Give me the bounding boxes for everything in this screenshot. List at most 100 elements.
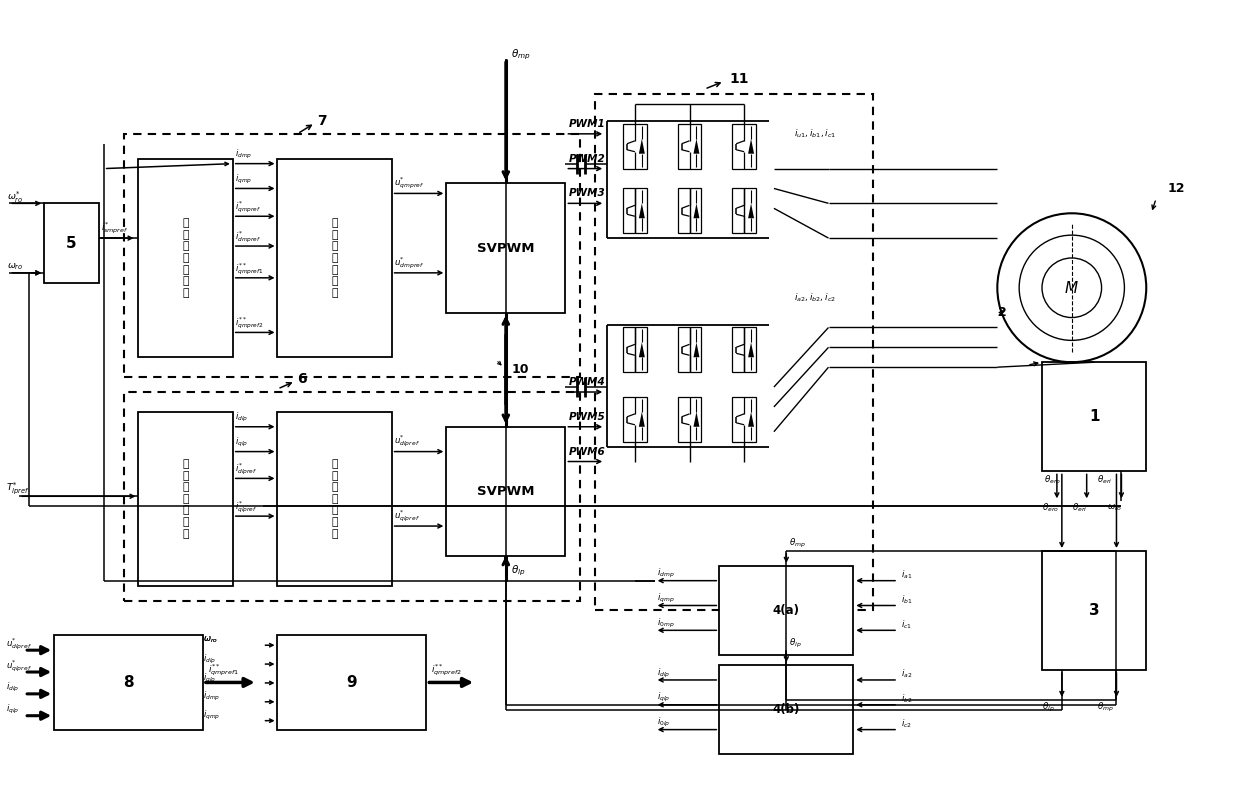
Polygon shape xyxy=(639,412,645,427)
Text: SVPWM: SVPWM xyxy=(477,242,534,254)
Text: $\theta_{ero}$: $\theta_{ero}$ xyxy=(1042,502,1059,515)
Text: $u_{qlpref}^{*}$: $u_{qlpref}^{*}$ xyxy=(393,508,419,524)
Text: $i_{qlp}$: $i_{qlp}$ xyxy=(6,704,20,716)
Bar xyxy=(719,566,853,655)
Bar xyxy=(595,94,873,611)
Text: $i_{0mp}$: $i_{0mp}$ xyxy=(657,617,675,630)
Text: $i_{smpref}^{*}$: $i_{smpref}^{*}$ xyxy=(100,220,128,236)
Text: $\omega_{ro}$: $\omega_{ro}$ xyxy=(7,261,24,272)
Text: $\omega_{ro}$: $\omega_{ro}$ xyxy=(203,635,218,645)
Text: 多
极
电
流
控
制
器: 多 极 电 流 控 制 器 xyxy=(331,218,337,297)
Text: 少
极
电
流
分
配
器: 少 极 电 流 分 配 器 xyxy=(182,459,188,538)
Text: $i_{dlp}$: $i_{dlp}$ xyxy=(657,667,670,679)
Text: PWM2: PWM2 xyxy=(568,153,605,164)
Text: $i_{dmp}$: $i_{dmp}$ xyxy=(234,148,252,161)
Text: $i_{qmpref}^{*}$: $i_{qmpref}^{*}$ xyxy=(234,200,262,215)
Bar xyxy=(124,134,580,377)
Text: $i_{qmp}$: $i_{qmp}$ xyxy=(203,709,221,722)
Text: 3: 3 xyxy=(1089,603,1100,618)
Text: $i_{a1}$: $i_{a1}$ xyxy=(901,568,913,581)
Text: $i_{a2}$: $i_{a2}$ xyxy=(901,667,913,680)
Text: $i_{a2},i_{b2},i_{c2}$: $i_{a2},i_{b2},i_{c2}$ xyxy=(794,291,836,304)
Polygon shape xyxy=(748,203,754,218)
Bar xyxy=(622,327,647,372)
Text: $M$: $M$ xyxy=(1064,279,1079,296)
Text: $i_{dmpref}^{*}$: $i_{dmpref}^{*}$ xyxy=(234,229,262,245)
Text: $\theta_{eri}$: $\theta_{eri}$ xyxy=(1096,473,1112,486)
Text: $i_{dlp}$: $i_{dlp}$ xyxy=(6,682,20,694)
Text: 4(a): 4(a) xyxy=(773,604,800,617)
Text: 9: 9 xyxy=(347,675,357,690)
Text: $\omega_{ro}^{*}$: $\omega_{ro}^{*}$ xyxy=(7,190,24,205)
Text: $i_{c1}$: $i_{c1}$ xyxy=(901,618,911,630)
Bar xyxy=(677,188,702,233)
Text: $i_{dmp}$: $i_{dmp}$ xyxy=(657,567,675,580)
Text: $i_{qmp}$: $i_{qmp}$ xyxy=(234,173,252,186)
Polygon shape xyxy=(639,139,645,153)
Bar xyxy=(732,327,756,372)
Bar xyxy=(677,327,702,372)
Text: $i_{qmp}$: $i_{qmp}$ xyxy=(657,592,675,605)
Bar xyxy=(677,397,702,442)
Bar xyxy=(446,183,565,312)
Polygon shape xyxy=(639,203,645,218)
Text: $i_{dlpref}^{*}$: $i_{dlpref}^{*}$ xyxy=(234,462,257,477)
Polygon shape xyxy=(693,139,699,153)
Polygon shape xyxy=(748,342,754,357)
Text: PWM4: PWM4 xyxy=(568,377,605,387)
Bar xyxy=(1042,362,1146,471)
Text: SVPWM: SVPWM xyxy=(477,485,534,498)
Text: $i_{b2}$: $i_{b2}$ xyxy=(901,693,913,705)
Polygon shape xyxy=(639,342,645,357)
Bar xyxy=(732,124,756,168)
Bar xyxy=(622,188,647,233)
Text: PWM1: PWM1 xyxy=(568,119,605,129)
Text: $u_{dlpref}^{*}$: $u_{dlpref}^{*}$ xyxy=(6,637,32,652)
Text: $\omega_{ro}$: $\omega_{ro}$ xyxy=(203,635,218,645)
Text: 少
极
电
流
控
制
器: 少 极 电 流 控 制 器 xyxy=(331,459,337,538)
Text: PWM6: PWM6 xyxy=(568,446,605,456)
Bar xyxy=(278,412,392,586)
Text: 2: 2 xyxy=(998,306,1007,319)
Text: $\theta_{mp}$: $\theta_{mp}$ xyxy=(1096,701,1114,715)
Text: $\theta_{lp}$: $\theta_{lp}$ xyxy=(511,563,526,578)
Text: 1: 1 xyxy=(1089,409,1100,424)
Text: PWM3: PWM3 xyxy=(568,188,605,198)
Text: $u_{qlpref}^{*}$: $u_{qlpref}^{*}$ xyxy=(6,658,32,674)
Text: $i_{0lp}$: $i_{0lp}$ xyxy=(657,716,670,730)
Text: 6: 6 xyxy=(298,372,308,386)
Text: $i_{dlp}$: $i_{dlp}$ xyxy=(234,412,248,424)
Polygon shape xyxy=(693,203,699,218)
Bar xyxy=(55,635,203,730)
Text: $i_{dmp}$: $i_{dmp}$ xyxy=(203,690,221,704)
Text: 10: 10 xyxy=(512,363,529,376)
Text: $i_{qlpref}^{*}$: $i_{qlpref}^{*}$ xyxy=(234,500,257,515)
Bar xyxy=(139,412,233,586)
Polygon shape xyxy=(748,412,754,427)
Text: $T_{lpref}^{*}$: $T_{lpref}^{*}$ xyxy=(6,480,30,497)
Text: 12: 12 xyxy=(1167,182,1184,195)
Bar xyxy=(719,665,853,755)
Text: $i_{qmpref2}^{**}$: $i_{qmpref2}^{**}$ xyxy=(234,316,263,331)
Text: $i_{c2}$: $i_{c2}$ xyxy=(901,718,911,730)
Text: $i_{qlp}$: $i_{qlp}$ xyxy=(234,436,248,449)
Text: 7: 7 xyxy=(317,114,327,128)
Polygon shape xyxy=(693,412,699,427)
Bar xyxy=(732,397,756,442)
Text: $i_{u1},i_{b1},i_{c1}$: $i_{u1},i_{b1},i_{c1}$ xyxy=(794,127,836,140)
Text: 5: 5 xyxy=(66,235,77,250)
Bar xyxy=(278,159,392,357)
Bar xyxy=(677,124,702,168)
Text: $\theta_{mp}$: $\theta_{mp}$ xyxy=(790,538,806,550)
Bar xyxy=(124,392,580,600)
Bar xyxy=(45,203,99,283)
Text: $i_{b1}$: $i_{b1}$ xyxy=(901,593,913,606)
Text: 8: 8 xyxy=(123,675,134,690)
Bar xyxy=(1042,551,1146,670)
Bar xyxy=(732,188,756,233)
Polygon shape xyxy=(748,139,754,153)
Text: $u_{dmpref}^{*}$: $u_{dmpref}^{*}$ xyxy=(393,255,424,271)
Text: $\theta_{ero}$: $\theta_{ero}$ xyxy=(1044,473,1061,486)
Bar xyxy=(622,124,647,168)
Text: PWM5: PWM5 xyxy=(568,412,605,422)
